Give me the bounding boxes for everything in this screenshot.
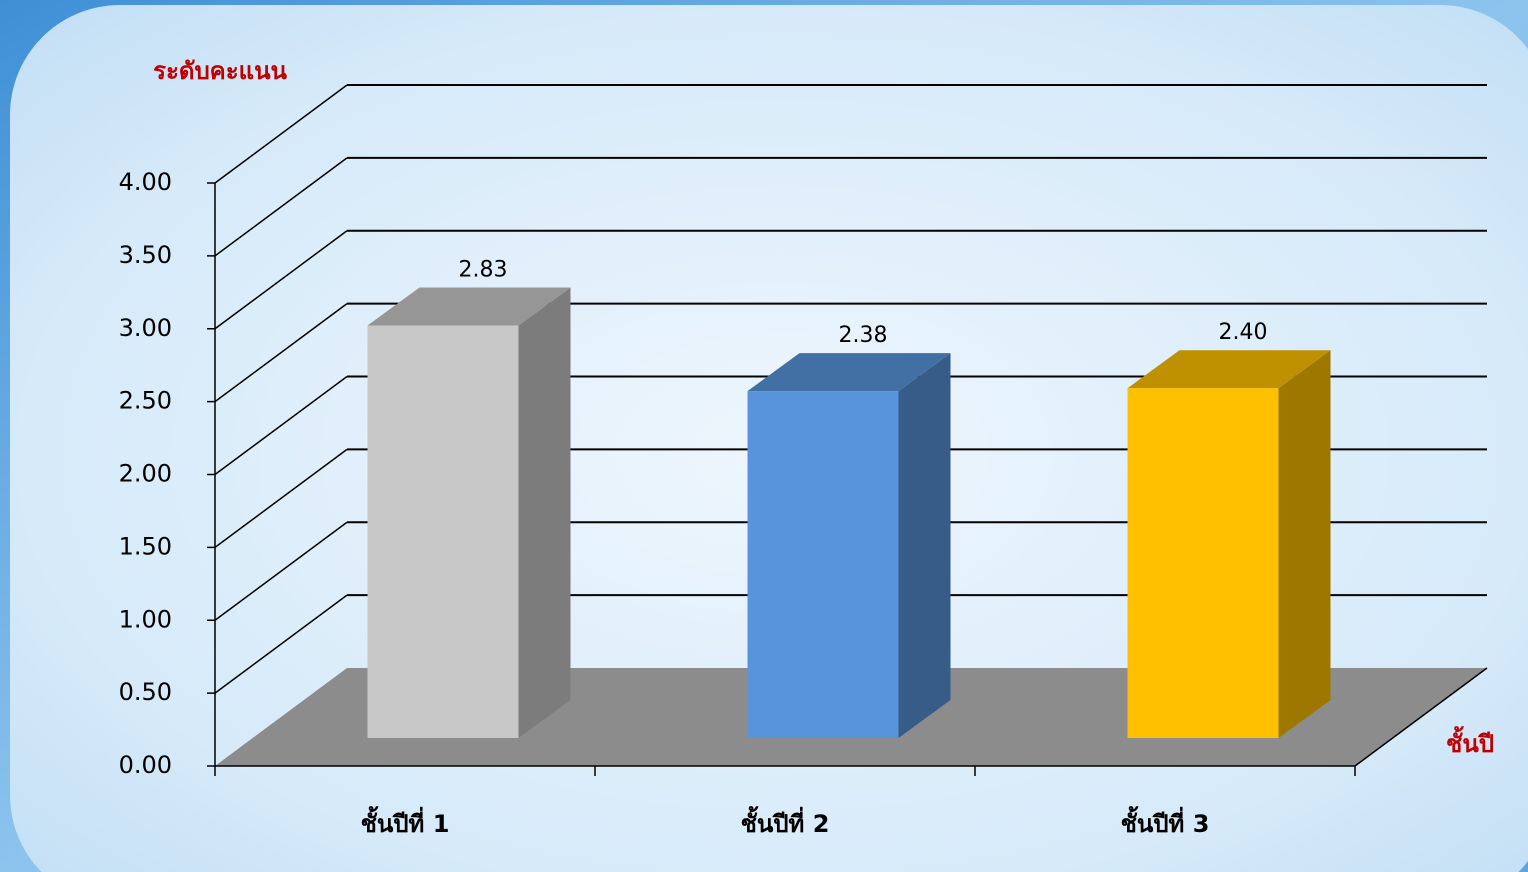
y-axis-label: ระดับคะแนน xyxy=(153,57,287,85)
y-tick-label: 3.50 xyxy=(119,241,172,269)
bar-top xyxy=(747,353,951,392)
bar xyxy=(1127,388,1279,738)
value-label: 2.83 xyxy=(459,258,508,283)
grid-line xyxy=(214,521,348,621)
grid-line xyxy=(214,230,348,330)
y-tick-label: 2.50 xyxy=(119,387,172,415)
y-tick-label: 1.00 xyxy=(119,605,172,633)
grid-line xyxy=(214,375,348,476)
bar-side xyxy=(518,287,571,738)
bar-top xyxy=(1127,350,1331,389)
y-tick-label: 0.50 xyxy=(119,678,172,706)
y-tick-label: 0.00 xyxy=(119,751,172,779)
grid-line xyxy=(214,84,348,184)
x-axis-label: ชั้นปี xyxy=(1446,725,1494,758)
x-tick-label: ชั้นปีที่ 2 xyxy=(741,805,830,838)
grid-line xyxy=(214,594,348,694)
x-ticks xyxy=(214,766,1356,776)
y-tick-label: 1.50 xyxy=(119,532,172,560)
value-label: 2.40 xyxy=(1219,320,1268,345)
y-tick-label: 3.00 xyxy=(119,314,172,342)
y-tick-label: 2.00 xyxy=(119,460,172,488)
bar-side xyxy=(1278,350,1331,738)
bar-side xyxy=(898,353,951,738)
x-tick-label: ชั้นปีที่ 3 xyxy=(1121,805,1210,838)
bar-top xyxy=(367,287,571,326)
y-tick-label: 4.00 xyxy=(119,168,172,196)
bar xyxy=(367,325,519,738)
grid-line xyxy=(214,448,348,548)
bar xyxy=(747,391,899,738)
x-tick-label: ชั้นปีที่ 1 xyxy=(361,805,450,838)
value-label: 2.38 xyxy=(839,323,888,348)
grid-line xyxy=(214,157,348,257)
grid-line xyxy=(214,303,348,403)
floor-edge xyxy=(1354,667,1488,767)
